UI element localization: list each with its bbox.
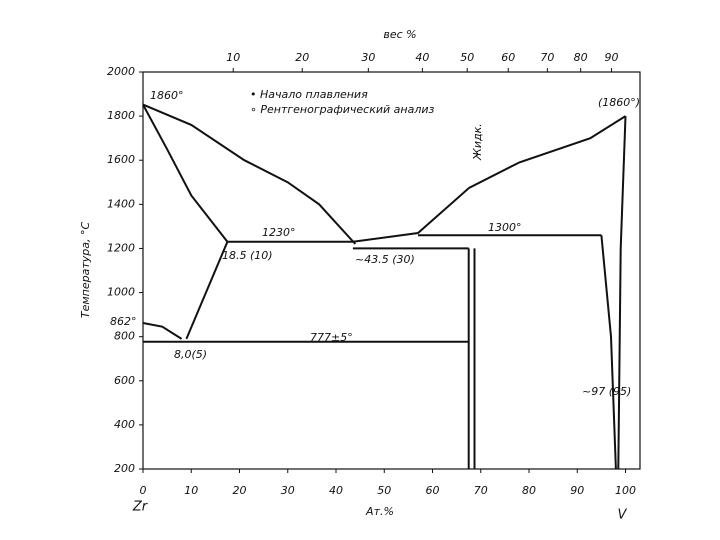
y-tick-label: 1600	[107, 153, 135, 166]
y-tick-label: 1800	[107, 109, 135, 122]
phase-boundary	[617, 116, 627, 470]
y-tick-label: 1000	[107, 286, 135, 299]
plot-frame	[142, 71, 641, 470]
x-tick-label: 90	[570, 484, 584, 497]
legend-item: ∘ Рентгенографический анализ	[250, 103, 435, 116]
top-tick-label: 80	[574, 51, 588, 64]
annotation: ~97 (95)	[582, 385, 631, 398]
annotation: 1300°	[488, 221, 522, 234]
y-tick-label: 2000	[107, 65, 135, 78]
x-tick-label: 100	[615, 484, 636, 497]
annotation: ~43.5 (30)	[355, 253, 415, 266]
top-tick-label: 60	[501, 51, 515, 64]
annotation: (1860°)	[598, 96, 640, 109]
top-tick-label: 70	[540, 51, 554, 64]
top-tick-label: 20	[295, 51, 309, 64]
top-tick-label: 30	[361, 51, 375, 64]
annotation: 777±5°	[310, 331, 353, 344]
y-axis-title: Температура, °C	[79, 222, 92, 319]
phase-boundary	[600, 235, 617, 470]
annotation: 1230°	[262, 226, 296, 239]
annotation: 862°	[110, 315, 137, 328]
x-start-label: Zr	[132, 500, 149, 515]
x-tick-label: 10	[184, 484, 198, 497]
y-tick-label: 200	[114, 462, 135, 475]
x-tick-label: 70	[474, 484, 488, 497]
x-end-label: V	[618, 508, 628, 523]
phase-boundary	[142, 104, 229, 243]
x-tick-label: 40	[329, 484, 343, 497]
x-tick-label: 60	[426, 484, 440, 497]
top-axis-title: вес %	[383, 28, 416, 41]
phase-boundary	[352, 115, 627, 243]
top-tick-label: 90	[605, 51, 619, 64]
x-tick-label: 0	[140, 484, 147, 497]
y-tick-label: 600	[114, 374, 135, 387]
annotation: 8,0(5)	[174, 348, 207, 361]
x-tick-label: 80	[522, 484, 536, 497]
phase-boundary	[142, 103, 357, 245]
x-tick-label: 30	[281, 484, 295, 497]
y-tick-label: 1200	[107, 241, 135, 254]
top-tick-label: 10	[226, 51, 240, 64]
legend-item: • Начало плавления	[250, 88, 368, 101]
x-tick-label: 50	[377, 484, 391, 497]
phase-boundary	[185, 241, 229, 340]
annotation: 18.5 (10)	[222, 249, 273, 262]
top-tick-label: 40	[415, 51, 429, 64]
y-tick-label: 800	[114, 330, 135, 343]
annotation: 1860°	[150, 89, 184, 102]
x-tick-label: 20	[233, 484, 247, 497]
top-tick-label: 50	[460, 51, 474, 64]
y-tick-label: 400	[114, 418, 135, 431]
phase-boundary	[142, 322, 183, 340]
annotation: Жидк.	[471, 123, 484, 161]
x-axis-title: Ат.%	[365, 505, 394, 518]
y-tick-label: 1400	[107, 197, 135, 210]
